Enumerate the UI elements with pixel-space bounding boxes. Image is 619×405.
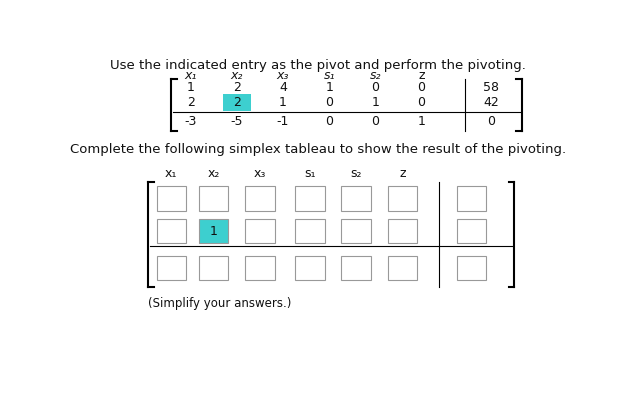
Text: 1: 1 bbox=[210, 225, 218, 238]
Text: 1: 1 bbox=[418, 115, 425, 128]
Text: 0: 0 bbox=[325, 96, 333, 109]
FancyBboxPatch shape bbox=[387, 219, 417, 243]
Text: 2: 2 bbox=[233, 96, 241, 109]
Text: 0: 0 bbox=[371, 115, 379, 128]
Text: -1: -1 bbox=[277, 115, 289, 128]
FancyBboxPatch shape bbox=[387, 186, 417, 211]
Text: z: z bbox=[399, 167, 405, 180]
FancyBboxPatch shape bbox=[199, 186, 228, 211]
Text: 1: 1 bbox=[325, 81, 333, 94]
FancyBboxPatch shape bbox=[295, 186, 324, 211]
Text: 2: 2 bbox=[187, 96, 194, 109]
FancyBboxPatch shape bbox=[157, 256, 186, 280]
Text: s₂: s₂ bbox=[350, 167, 362, 180]
Text: 58: 58 bbox=[483, 81, 499, 94]
FancyBboxPatch shape bbox=[245, 219, 274, 243]
Text: z: z bbox=[418, 69, 425, 82]
Text: 1: 1 bbox=[371, 96, 379, 109]
FancyBboxPatch shape bbox=[245, 186, 274, 211]
Text: 1: 1 bbox=[279, 96, 287, 109]
Text: x₂: x₂ bbox=[207, 167, 220, 180]
FancyBboxPatch shape bbox=[199, 219, 228, 243]
Text: x₁: x₁ bbox=[165, 167, 178, 180]
Text: 0: 0 bbox=[325, 115, 333, 128]
Text: Complete the following simplex tableau to show the result of the pivoting.: Complete the following simplex tableau t… bbox=[69, 143, 566, 156]
Text: -3: -3 bbox=[184, 115, 197, 128]
FancyBboxPatch shape bbox=[342, 256, 371, 280]
FancyBboxPatch shape bbox=[457, 186, 487, 211]
FancyBboxPatch shape bbox=[387, 256, 417, 280]
Text: x₂: x₂ bbox=[231, 69, 243, 82]
FancyBboxPatch shape bbox=[223, 94, 251, 111]
Text: 0: 0 bbox=[487, 115, 495, 128]
FancyBboxPatch shape bbox=[295, 219, 324, 243]
FancyBboxPatch shape bbox=[245, 256, 274, 280]
Text: 1: 1 bbox=[187, 81, 194, 94]
Text: s₁: s₁ bbox=[323, 69, 335, 82]
FancyBboxPatch shape bbox=[157, 219, 186, 243]
FancyBboxPatch shape bbox=[199, 256, 228, 280]
Text: s₁: s₁ bbox=[304, 167, 316, 180]
FancyBboxPatch shape bbox=[457, 219, 487, 243]
FancyBboxPatch shape bbox=[342, 186, 371, 211]
Text: 0: 0 bbox=[418, 81, 426, 94]
FancyBboxPatch shape bbox=[342, 219, 371, 243]
FancyBboxPatch shape bbox=[157, 186, 186, 211]
Text: (Simplify your answers.): (Simplify your answers.) bbox=[148, 297, 292, 310]
Text: x₁: x₁ bbox=[184, 69, 197, 82]
Text: 2: 2 bbox=[233, 81, 241, 94]
Text: 0: 0 bbox=[371, 81, 379, 94]
Text: 0: 0 bbox=[418, 96, 426, 109]
FancyBboxPatch shape bbox=[295, 256, 324, 280]
Text: Use the indicated entry as the pivot and perform the pivoting.: Use the indicated entry as the pivot and… bbox=[110, 59, 526, 72]
Text: 42: 42 bbox=[483, 96, 499, 109]
Text: s₂: s₂ bbox=[370, 69, 381, 82]
Text: 4: 4 bbox=[279, 81, 287, 94]
Text: x₃: x₃ bbox=[277, 69, 289, 82]
Text: x₃: x₃ bbox=[254, 167, 266, 180]
Text: -5: -5 bbox=[230, 115, 243, 128]
FancyBboxPatch shape bbox=[457, 256, 487, 280]
